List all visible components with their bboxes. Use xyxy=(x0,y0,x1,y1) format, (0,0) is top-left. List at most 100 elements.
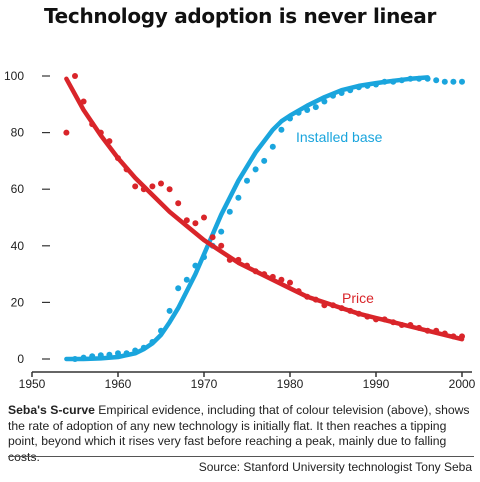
y-tick-label: 40 xyxy=(11,239,25,253)
price-fit-line xyxy=(64,76,465,342)
price-point xyxy=(355,310,362,317)
installed-base-point xyxy=(433,77,440,84)
installed-base-series xyxy=(64,75,465,362)
caption-text: Empirical evidence, including that of co… xyxy=(8,403,470,464)
installed-base-point xyxy=(398,77,405,84)
price-point xyxy=(244,262,250,269)
price-point xyxy=(218,242,225,249)
price-point xyxy=(269,273,276,280)
installed-base-point xyxy=(373,81,379,88)
price-point xyxy=(295,288,302,295)
installed-base-point xyxy=(295,109,302,116)
price-point xyxy=(201,214,207,221)
price-point xyxy=(183,217,190,224)
price-point xyxy=(80,98,87,105)
price-point xyxy=(123,166,130,173)
installed-base-point xyxy=(244,177,250,184)
installed-base-point xyxy=(269,143,276,150)
price-point xyxy=(416,324,422,331)
x-tick-label: 1960 xyxy=(105,377,132,391)
price-point xyxy=(330,302,336,309)
price-point xyxy=(158,180,164,187)
y-tick-label: 20 xyxy=(11,295,25,309)
price-point xyxy=(433,327,440,334)
price-point xyxy=(115,155,121,162)
axes: 1950 1960 1970 1980 1990 2000 0 20 40 60 80 100 xyxy=(4,69,476,391)
x-tick-label: 2000 xyxy=(449,377,476,391)
price-point xyxy=(106,138,113,145)
price-point xyxy=(450,333,457,340)
installed-base-point xyxy=(321,98,328,105)
installed-base-point xyxy=(338,90,345,96)
price-point xyxy=(63,129,70,136)
installed-base-point xyxy=(330,92,336,99)
caption-lead: Seba's S-curve xyxy=(8,403,95,417)
price-point xyxy=(132,183,139,190)
installed-base-point xyxy=(416,75,422,82)
installed-base-point xyxy=(115,350,121,357)
installed-base-point xyxy=(347,87,354,94)
y-tick-label: 100 xyxy=(4,69,24,83)
source-note: Source: Stanford University technologist… xyxy=(198,460,472,474)
chart-title: Technology adoption is never linear xyxy=(43,4,437,28)
installed-base-point xyxy=(218,228,225,235)
price-point xyxy=(364,313,371,320)
installed-base-point xyxy=(390,78,397,85)
x-tick-label: 1990 xyxy=(363,377,390,391)
installed-base-point xyxy=(149,339,156,345)
price-point xyxy=(261,271,268,278)
x-tick-label: 1950 xyxy=(19,377,46,391)
installed-base-point xyxy=(97,352,104,359)
price-point xyxy=(97,129,104,136)
installed-base-point xyxy=(364,82,371,89)
price-point xyxy=(192,220,199,227)
price-point xyxy=(381,316,388,323)
price-point xyxy=(373,316,379,323)
installed-base-point xyxy=(235,194,242,201)
installed-base-point xyxy=(312,104,319,111)
installed-base-point xyxy=(158,327,164,334)
installed-base-point xyxy=(261,157,268,164)
installed-base-point xyxy=(278,126,285,133)
price-point xyxy=(312,296,319,303)
installed-base-point xyxy=(192,262,199,269)
installed-base-point xyxy=(252,166,259,173)
installed-base-point xyxy=(183,276,190,283)
installed-base-label: Installed base xyxy=(296,129,383,145)
installed-base-point xyxy=(441,78,448,85)
price-point xyxy=(226,256,233,263)
price-point xyxy=(347,307,354,314)
price-point xyxy=(287,279,293,286)
price-point xyxy=(140,186,147,193)
installed-base-point xyxy=(106,351,113,358)
price-point xyxy=(89,121,96,128)
price-point xyxy=(175,200,182,207)
installed-base-point xyxy=(226,208,233,215)
installed-base-point xyxy=(132,347,139,354)
installed-base-point xyxy=(407,75,414,82)
x-tick-label: 1970 xyxy=(191,377,218,391)
y-tick-label: 80 xyxy=(11,126,25,140)
price-point xyxy=(390,319,397,326)
installed-base-point xyxy=(72,356,78,362)
installed-base-point xyxy=(381,78,388,85)
installed-base-point xyxy=(123,350,130,357)
price-point xyxy=(304,293,311,300)
price-point xyxy=(278,276,285,283)
y-tick-label: 60 xyxy=(11,182,25,196)
installed-base-point xyxy=(287,115,293,122)
price-point xyxy=(459,333,465,340)
installed-base-point xyxy=(424,75,431,82)
price-point xyxy=(149,183,156,190)
price-point xyxy=(235,256,242,263)
price-label: Price xyxy=(342,290,374,306)
installed-base-point xyxy=(355,84,362,91)
chart-area: 1950 1960 1970 1980 1990 2000 0 20 40 60 80 100 Ins… xyxy=(4,69,476,391)
price-point xyxy=(398,322,405,328)
price-point xyxy=(441,330,448,337)
installed-base-point xyxy=(459,78,465,85)
installed-base-point xyxy=(140,344,147,351)
price-point xyxy=(321,302,328,309)
installed-base-point xyxy=(166,307,173,314)
price-point xyxy=(72,73,78,79)
